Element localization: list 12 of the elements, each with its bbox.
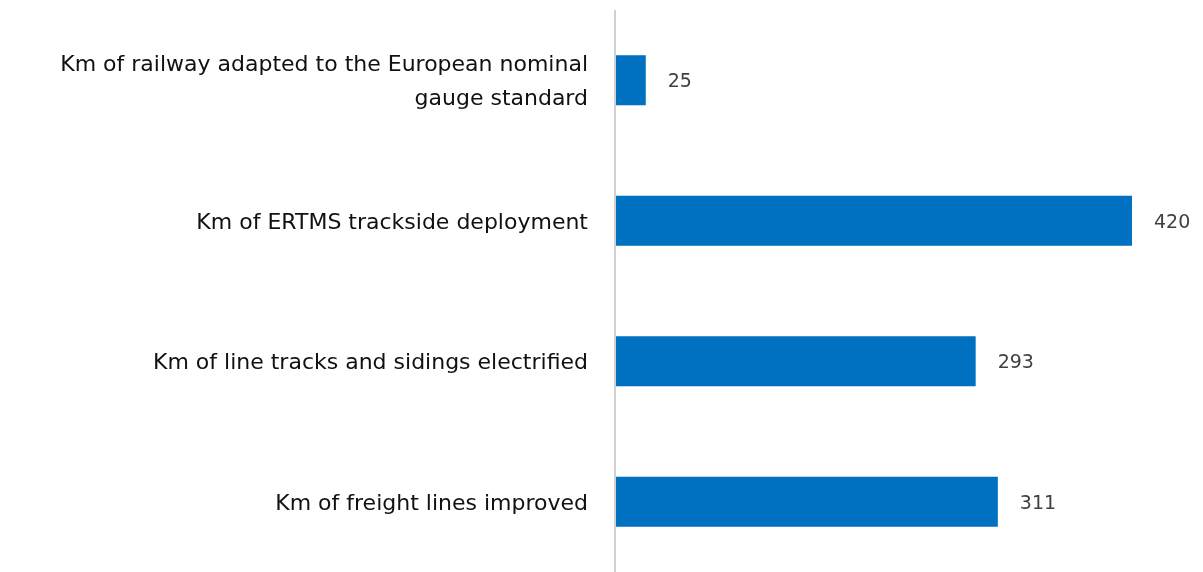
y-tick-label: Km of line tracks and sidings electrified [152,348,588,374]
data-label: 420 [1154,209,1191,232]
bar [615,336,976,387]
bar [615,55,646,106]
data-label: 25 [667,69,692,92]
data-label: 311 [1019,490,1057,513]
y-tick-label: Km of railway adapted to the European nominal gauge standard [60,50,588,110]
y-tick-label: Km of ERTMS trackside deployment [196,208,589,234]
bar [615,195,1132,246]
bar [615,476,998,527]
data-label: 293 [997,350,1034,373]
y-tick-label: Km of freight lines improved [275,489,588,515]
